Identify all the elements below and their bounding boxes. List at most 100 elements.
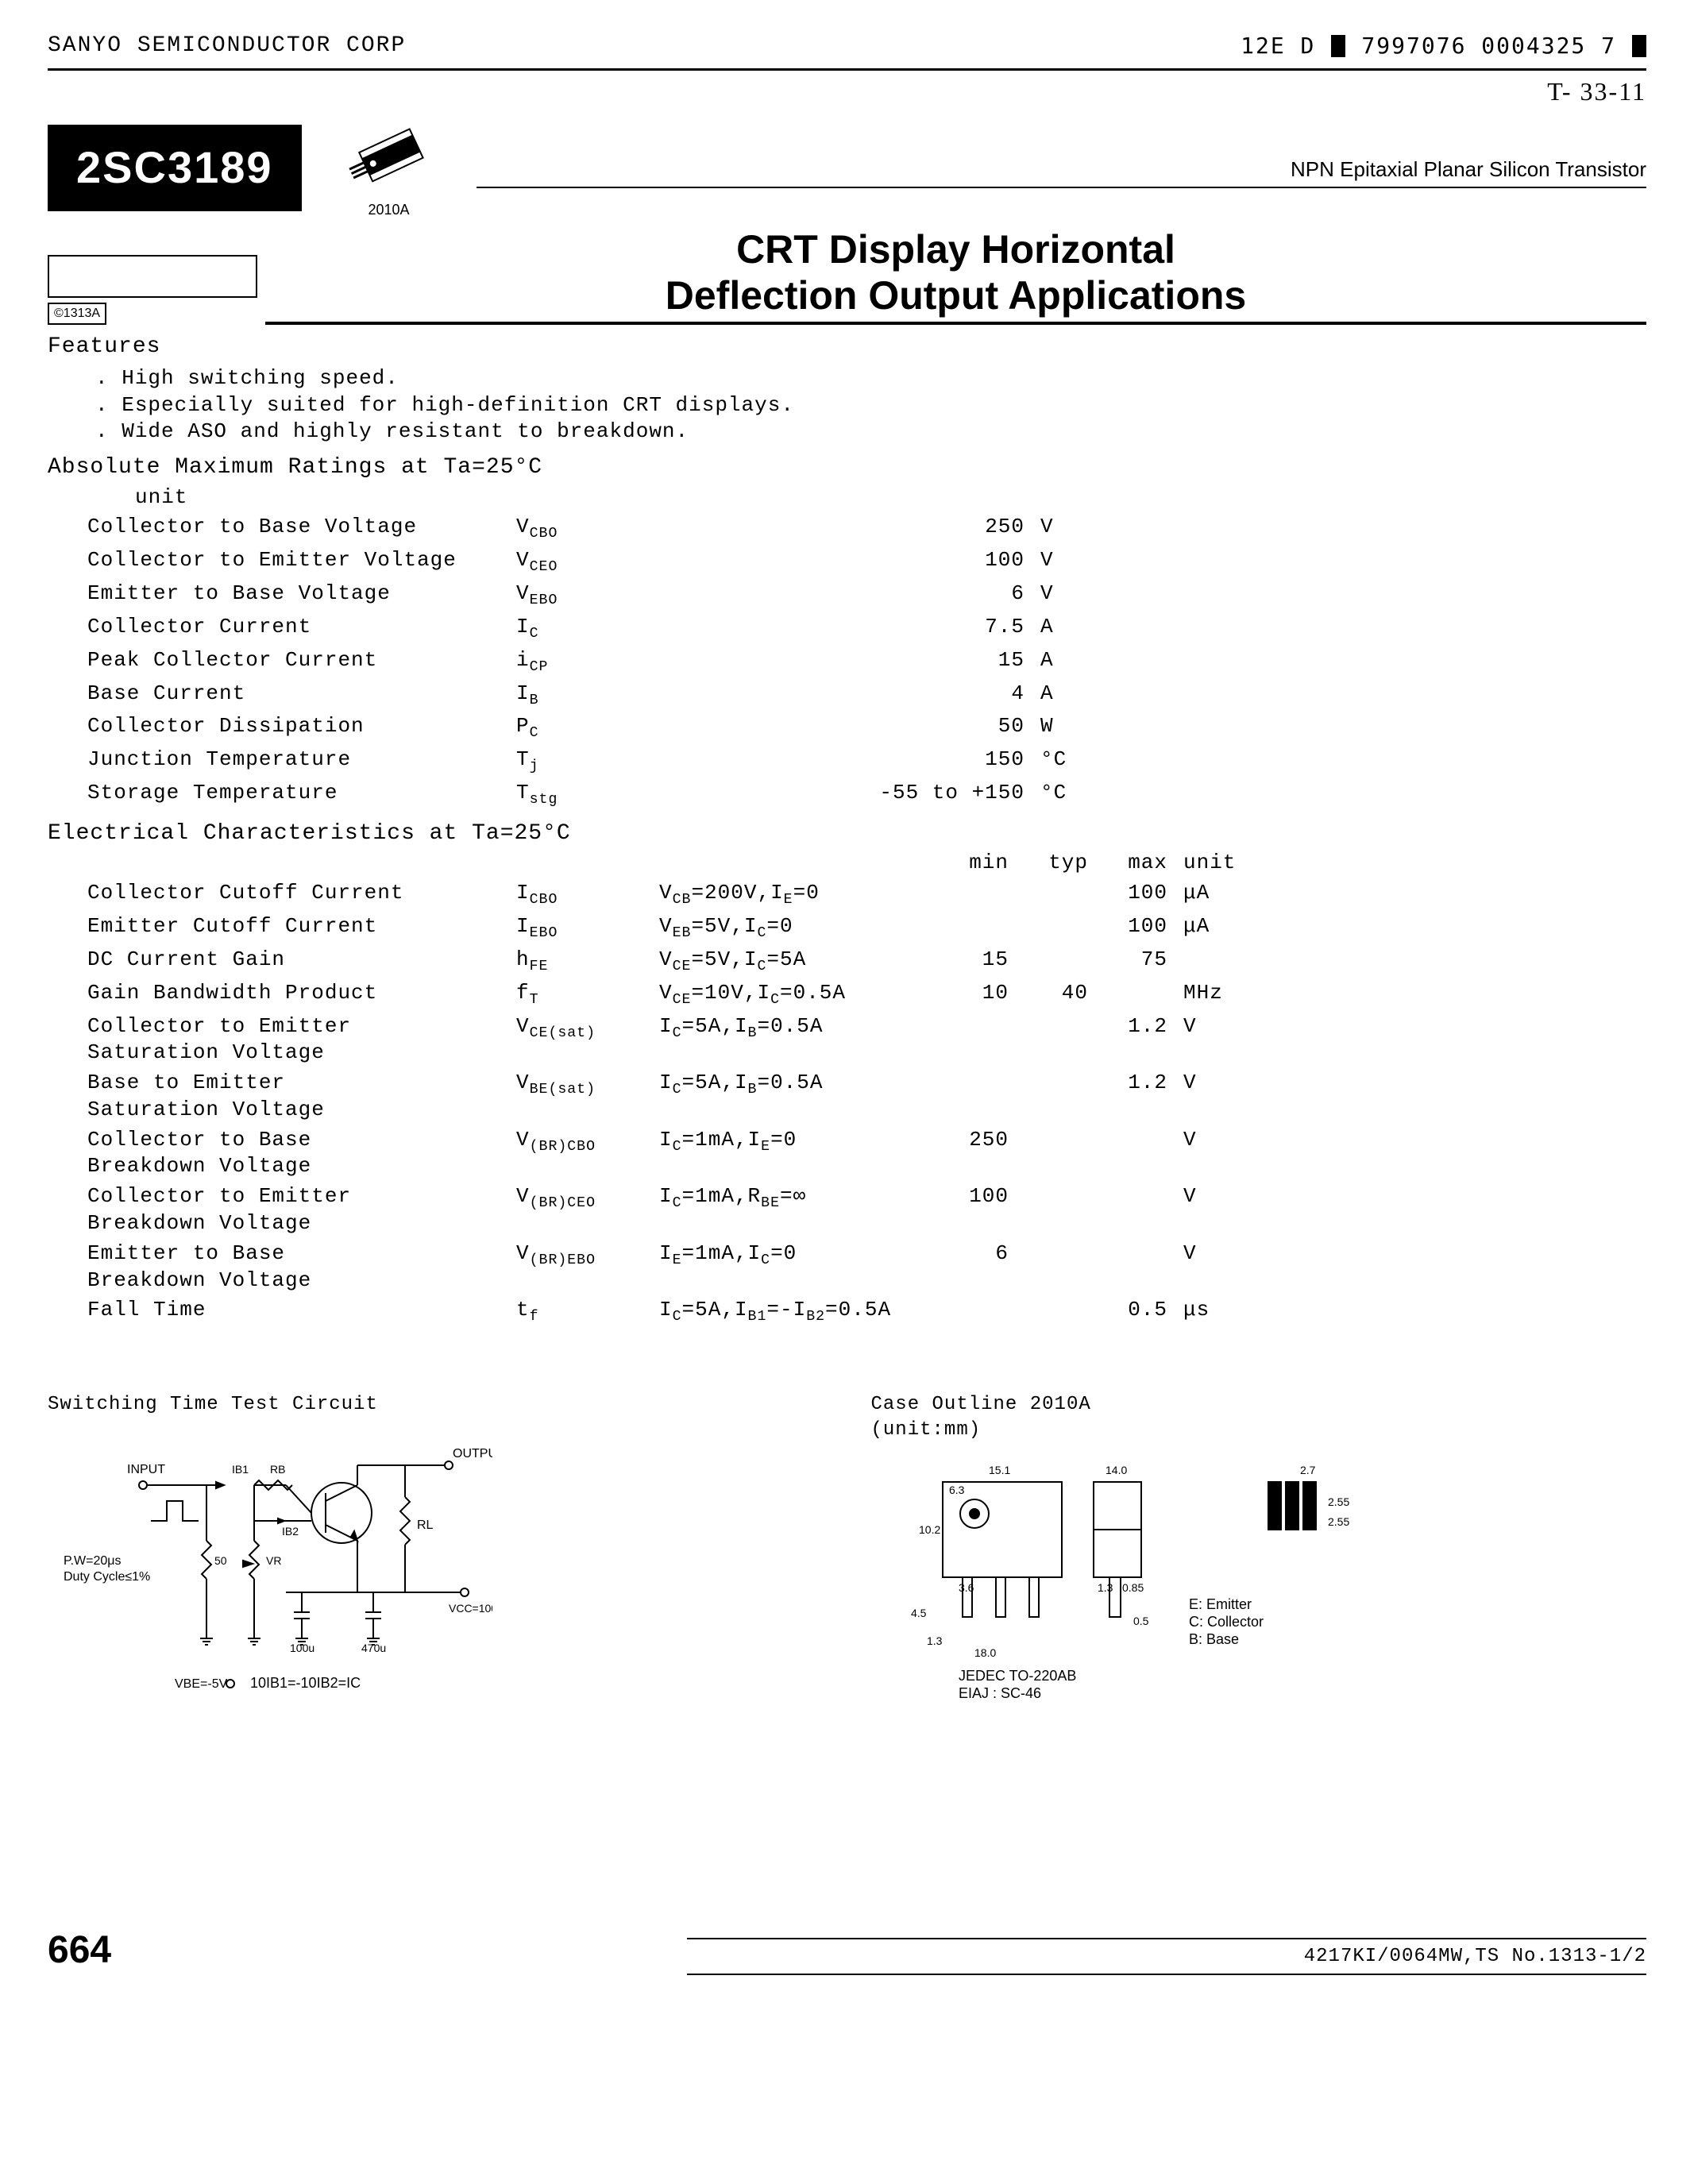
param-name: Collector Dissipation	[79, 712, 508, 745]
feature-item: High switching speed.	[95, 365, 1646, 392]
ec-heading: Electrical Characteristics at Ta=25°C	[48, 820, 1646, 848]
title-line-2: Deflection Output Applications	[666, 273, 1246, 318]
duty-label: Duty Cycle≤1%	[64, 1570, 150, 1584]
param-unit: V	[1175, 1125, 1255, 1183]
param-unit: V	[1032, 579, 1112, 612]
param-unit: V	[1175, 1012, 1255, 1069]
param-name: Collector Current	[79, 612, 508, 646]
param-symbol: V(BR)CEO	[508, 1182, 651, 1239]
dim: 15.1	[989, 1464, 1010, 1476]
param-name: Collector to EmitterBreakdown Voltage	[79, 1182, 508, 1239]
param-name: Collector to Emitter Voltage	[79, 546, 508, 579]
param-min: 100	[937, 1182, 1017, 1239]
table-row: Base CurrentIB4A	[79, 679, 1112, 712]
param-symbol: fT	[508, 978, 651, 1012]
table-row: Emitter to Base VoltageVEBO6V	[79, 579, 1112, 612]
rb-label: RB	[270, 1463, 285, 1476]
param-max	[1096, 978, 1175, 1012]
param-symbol: V(BR)EBO	[508, 1239, 651, 1296]
param-min	[937, 878, 1017, 912]
table-row: Emitter to BaseBreakdown VoltageV(BR)EBO…	[79, 1239, 1255, 1296]
ib2-label: IB2	[282, 1525, 299, 1538]
input-label: INPUT	[127, 1463, 165, 1476]
param-condition: VCE=10V,IC=0.5A	[651, 978, 937, 1012]
param-max: 100	[1096, 878, 1175, 912]
param-max: 1.2	[1096, 1068, 1175, 1125]
features-list: High switching speed. Especially suited …	[95, 365, 1646, 446]
vbe-label: VBE=-5V	[175, 1677, 228, 1691]
param-unit: °C	[1032, 745, 1112, 778]
param-max: 0.5	[1096, 1295, 1175, 1329]
param-condition: IC=1mA,RBE=∞	[651, 1182, 937, 1239]
param-value: 7.5	[635, 612, 1032, 646]
dim: 2.7	[1300, 1464, 1316, 1476]
dim: 18.0	[974, 1646, 996, 1659]
param-typ	[1017, 1012, 1096, 1069]
dim: 2.55	[1328, 1515, 1349, 1528]
case-outline-title: Case Outline 2010A (unit:mm)	[871, 1392, 1647, 1441]
table-row: Collector to Base VoltageVCBO250V	[79, 512, 1112, 546]
amr-table: unit	[79, 483, 195, 513]
param-unit: μA	[1175, 878, 1255, 912]
param-value: 150	[635, 745, 1032, 778]
page-footer: 664 4217KI/0064MW,TS No.1313-1/2	[48, 1926, 1646, 1975]
case-outline: Case Outline 2010A (unit:mm)	[871, 1392, 1647, 1712]
param-unit: μs	[1175, 1295, 1255, 1329]
table-row: Base to EmitterSaturation VoltageVBE(sat…	[79, 1068, 1255, 1125]
transistor-icon	[334, 125, 445, 196]
param-name: Emitter Cutoff Current	[79, 912, 508, 945]
case-title-text: Case Outline 2010A	[871, 1394, 1091, 1415]
param-symbol: hFE	[508, 945, 651, 978]
param-symbol: VCE(sat)	[508, 1012, 651, 1069]
dim: 3.6	[959, 1581, 974, 1594]
param-max	[1096, 1125, 1175, 1183]
param-unit: V	[1032, 512, 1112, 546]
header-rule	[48, 68, 1646, 71]
param-name: Junction Temperature	[79, 745, 508, 778]
output-label: OUTPUT	[453, 1447, 492, 1461]
param-typ	[1017, 1125, 1096, 1183]
param-name: Emitter to Base Voltage	[79, 579, 508, 612]
param-unit: MHz	[1175, 978, 1255, 1012]
param-unit: V	[1175, 1239, 1255, 1296]
param-unit: A	[1032, 646, 1112, 679]
part-number-box: 2SC3189	[48, 125, 302, 211]
param-typ	[1017, 912, 1096, 945]
param-typ	[1017, 1295, 1096, 1329]
param-name: Collector to Base Voltage	[79, 512, 508, 546]
param-name: Gain Bandwidth Product	[79, 978, 508, 1012]
param-symbol: V(BR)CBO	[508, 1125, 651, 1183]
param-min	[937, 1012, 1017, 1069]
pin-e: E: Emitter	[1189, 1596, 1252, 1612]
table-row: Collector to EmitterBreakdown VoltageV(B…	[79, 1182, 1255, 1239]
table-row: Collector DissipationPC50W	[79, 712, 1112, 745]
param-name: Storage Temperature	[79, 778, 508, 812]
dim: 6.3	[949, 1484, 965, 1496]
param-value: 50	[635, 712, 1032, 745]
param-typ	[1017, 1182, 1096, 1239]
eq-label: 10IB1=-10IB2=IC	[250, 1675, 361, 1691]
table-row: Collector CurrentIC7.5A	[79, 612, 1112, 646]
param-value: 250	[635, 512, 1032, 546]
pw-label: P.W=20μs	[64, 1554, 122, 1568]
param-min	[937, 1068, 1017, 1125]
barcode-block	[1331, 35, 1345, 57]
amr-table-body: Collector to Base VoltageVCBO250VCollect…	[79, 512, 1112, 812]
param-value: 15	[635, 646, 1032, 679]
ec-table-head: min typ max unit	[79, 848, 1255, 878]
dim: 4.5	[911, 1607, 927, 1619]
case-unit-text: (unit:mm)	[871, 1419, 982, 1441]
param-name: DC Current Gain	[79, 945, 508, 978]
table-row: Gain Bandwidth ProductfTVCE=10V,IC=0.5A1…	[79, 978, 1255, 1012]
amr-unit-head: unit	[127, 483, 195, 513]
param-condition: IC=5A,IB=0.5A	[651, 1012, 937, 1069]
c1-label: 100u	[290, 1642, 314, 1654]
param-unit: A	[1032, 679, 1112, 712]
param-max: 75	[1096, 945, 1175, 978]
param-symbol: Tstg	[508, 778, 635, 812]
dim: 0.85	[1122, 1581, 1144, 1594]
vr-label: VR	[266, 1554, 281, 1567]
table-row: Emitter Cutoff CurrentIEBOVEB=5V,IC=0100…	[79, 912, 1255, 945]
pin-c: C: Collector	[1189, 1614, 1264, 1630]
switching-circuit: Switching Time Test Circuit OUTPUT RL	[48, 1392, 824, 1719]
